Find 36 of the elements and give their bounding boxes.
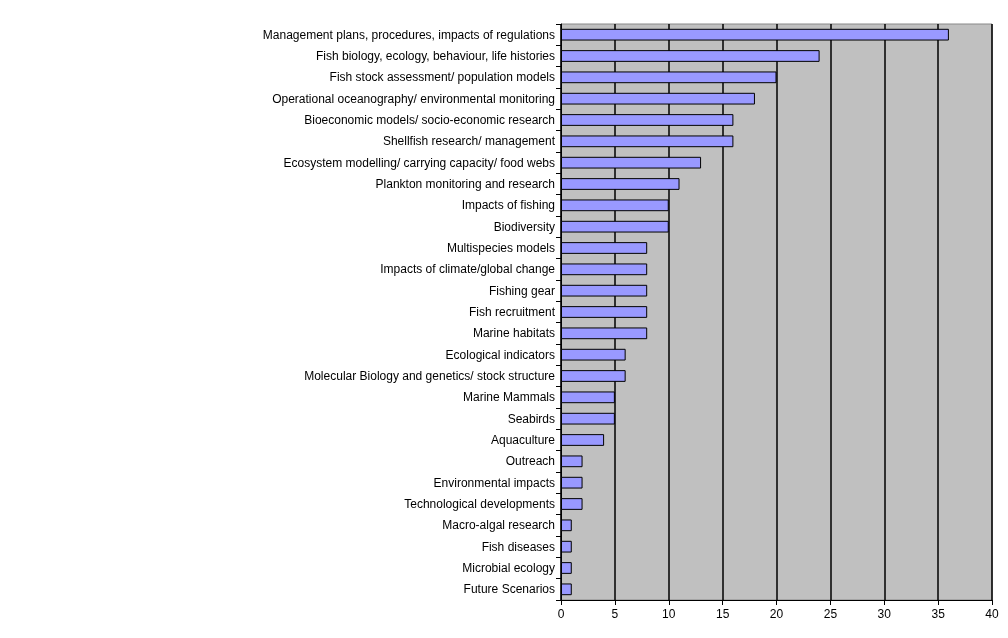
y-tick-label: Fish biology, ecology, behaviour, life histories: [315, 49, 555, 63]
y-tick-label: Environmental impacts: [433, 475, 555, 490]
y-tick-label: Aquaculture: [490, 433, 556, 447]
y-tick-label: Ecological indicators: [445, 347, 555, 362]
x-tick-label: 25: [823, 607, 838, 621]
x-tick-label: 30: [877, 607, 892, 621]
y-tick-label: Molecular Biology and genetics/ stock structure: [304, 369, 556, 383]
y-tick-label: Microbial ecology: [462, 561, 555, 575]
y-tick-label: Biodiversity: [493, 219, 555, 234]
x-tick-label: 10: [662, 607, 676, 621]
y-tick-label: Shellfish research/ management: [382, 134, 556, 149]
y-tick-label: Macro-algal research: [442, 518, 555, 533]
y-tick-label: Seabirds: [507, 411, 555, 426]
y-tick-label: Future Scenarios: [463, 582, 555, 597]
y-tick-label: Fish recruitment: [468, 305, 556, 319]
y-tick-label: Fish stock assessment/ population models: [329, 70, 555, 85]
x-tick-label: 15: [715, 607, 730, 621]
y-tick-label: Marine Mammals: [462, 390, 555, 405]
x-tick-label: 40: [985, 607, 999, 621]
y-tick-label: Impacts of fishing: [461, 198, 555, 213]
y-tick-label: Technological developments: [404, 497, 555, 511]
y-tick-label: Multispecies models: [446, 241, 555, 255]
x-tick-label: 0: [557, 607, 565, 621]
x-tick-label: 35: [931, 607, 946, 621]
y-tick-label: Management plans, procedures, impacts of regulations: [262, 27, 555, 42]
y-tick-label: Plankton monitoring and research: [375, 177, 555, 191]
y-tick-label: Marine habitats: [472, 326, 555, 341]
y-tick-label: Ecosystem modelling/ carrying capacity/ food webs: [283, 155, 555, 170]
y-tick-label: Impacts of climate/global change: [380, 262, 556, 277]
y-tick-label: Bioeconomic models/ socio-economic research: [304, 113, 555, 127]
y-tick-label: Operational oceanography/ environmental monitoring: [272, 91, 555, 106]
x-tick-label: 5: [611, 607, 619, 621]
y-tick-label: Fish diseases: [481, 539, 555, 554]
y-tick-label: Fishing gear: [488, 283, 555, 298]
x-tick-label: 20: [769, 607, 784, 621]
y-tick-label: Outreach: [505, 454, 555, 469]
